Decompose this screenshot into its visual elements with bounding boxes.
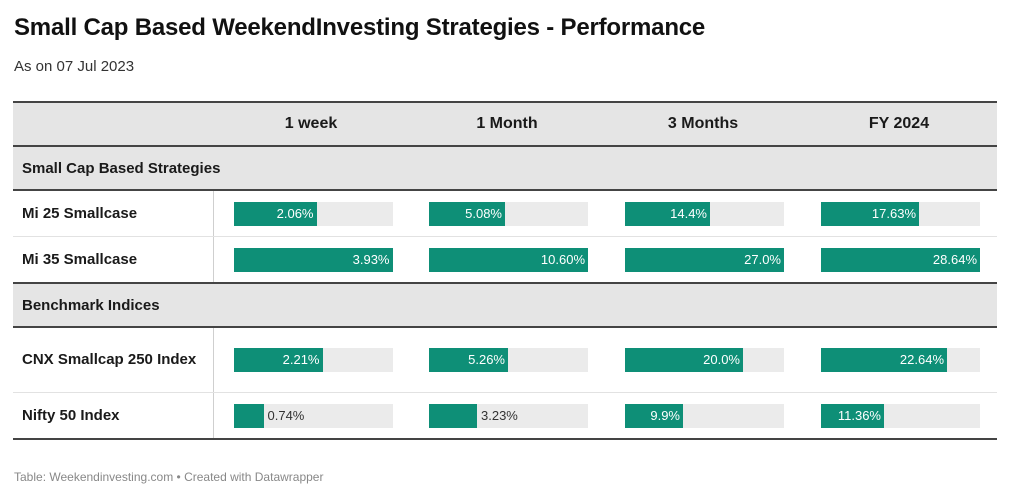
table-row: Mi 25 Smallcase 2.06% 5.08% 14.4% 17.63% [13, 190, 997, 237]
bar [233, 403, 264, 428]
bar-cell: 0.74% [213, 392, 409, 440]
bar-cell: 2.06% [213, 190, 409, 237]
bar-value-label: 5.08% [465, 205, 502, 221]
group-title: Benchmark Indices [13, 283, 997, 328]
bar-track: 10.60% [429, 247, 588, 272]
table-row: Nifty 50 Index 0.74% 3.23% 9.9% 11.36% [13, 392, 997, 440]
bar [429, 201, 505, 226]
bar [233, 201, 317, 226]
bar-track: 5.08% [429, 201, 588, 226]
bar-track: 3.23% [429, 403, 588, 428]
bar-value-label: 3.23% [481, 407, 518, 423]
bar-value-label: 5.26% [468, 352, 505, 367]
header-row: 1 week 1 Month 3 Months FY 2024 [13, 101, 997, 147]
bar-value-label: 3.93% [352, 251, 390, 267]
bar-value-label: 2.06% [276, 205, 314, 221]
bar-track: 2.06% [233, 201, 393, 226]
column-header: 3 Months [605, 101, 801, 147]
bar-cell: 2.21% [213, 327, 409, 393]
bar [233, 348, 323, 372]
row-label: Mi 35 Smallcase [13, 236, 214, 284]
bar-value-label: 11.36% [837, 407, 881, 423]
bar-value-label: 0.74% [267, 407, 305, 423]
bar-cell: 28.64% [801, 236, 997, 284]
bar-track: 14.4% [625, 201, 784, 226]
bar-value-label: 14.4% [670, 205, 707, 221]
chart-title: Small Cap Based WeekendInvesting Strateg… [14, 14, 706, 41]
bar [429, 348, 508, 372]
bar-track: 28.64% [821, 247, 980, 272]
bar-value-label: 27.0% [744, 251, 781, 267]
bar-cell: 3.93% [213, 236, 409, 284]
row-label: Nifty 50 Index [13, 392, 214, 440]
bar-cell: 5.08% [409, 190, 605, 237]
bar-cell: 11.36% [801, 392, 997, 440]
row-label: Mi 25 Smallcase [13, 190, 214, 237]
bar-value-label: 22.64% [899, 352, 944, 367]
chart-subtitle: As on 07 Jul 2023 [14, 58, 135, 75]
source-footer: Table: Weekendinvesting.com • Created wi… [14, 470, 324, 484]
bar-track: 20.0% [625, 348, 784, 372]
column-header: FY 2024 [801, 101, 997, 147]
bar [233, 247, 393, 272]
bar-track: 17.63% [821, 201, 980, 226]
bar-track: 27.0% [625, 247, 784, 272]
bar-value-label: 9.9% [650, 407, 680, 423]
bar-cell: 10.60% [409, 236, 605, 284]
bar [429, 403, 477, 428]
bar-track: 9.9% [625, 403, 784, 428]
group-title: Small Cap Based Strategies [13, 146, 997, 191]
bar-value-label: 20.0% [703, 352, 740, 367]
bar-value-label: 28.64% [932, 251, 977, 267]
bar-track: 5.26% [429, 348, 588, 372]
bar [821, 247, 980, 272]
bar-cell: 9.9% [605, 392, 801, 440]
bar-cell: 3.23% [409, 392, 605, 440]
bar-cell: 5.26% [409, 327, 605, 393]
bar-value-label: 2.21% [282, 352, 320, 367]
bar [625, 348, 743, 372]
bar [821, 201, 919, 226]
bar-cell: 27.0% [605, 236, 801, 284]
bar-value-label: 17.63% [871, 205, 916, 221]
bar-track: 3.93% [233, 247, 393, 272]
performance-table: 1 week 1 Month 3 Months FY 2024 Small Ca… [13, 101, 997, 440]
bar-value-label: 10.60% [540, 251, 585, 267]
group-header-row: Benchmark Indices [13, 283, 997, 328]
bar [625, 247, 784, 272]
bar [429, 247, 588, 272]
column-header: 1 week [213, 101, 409, 147]
column-header: 1 Month [409, 101, 605, 147]
group-header-row: Small Cap Based Strategies [13, 146, 997, 191]
table-row: CNX Smallcap 250 Index 2.21% 5.26% 20.0%… [13, 327, 997, 393]
header-empty [13, 101, 213, 147]
bar [625, 201, 710, 226]
bar-cell: 20.0% [605, 327, 801, 393]
bar [821, 348, 947, 372]
bar-cell: 22.64% [801, 327, 997, 393]
bar-track: 2.21% [233, 348, 393, 372]
bar-track: 22.64% [821, 348, 980, 372]
bar-cell: 17.63% [801, 190, 997, 237]
row-label: CNX Smallcap 250 Index [13, 327, 214, 393]
bar-track: 11.36% [821, 403, 980, 428]
bar [625, 403, 683, 428]
bar-track: 0.74% [233, 403, 393, 428]
table-row: Mi 35 Smallcase 3.93% 10.60% 27.0% 28.64… [13, 236, 997, 284]
bar-cell: 14.4% [605, 190, 801, 237]
bar [821, 403, 884, 428]
